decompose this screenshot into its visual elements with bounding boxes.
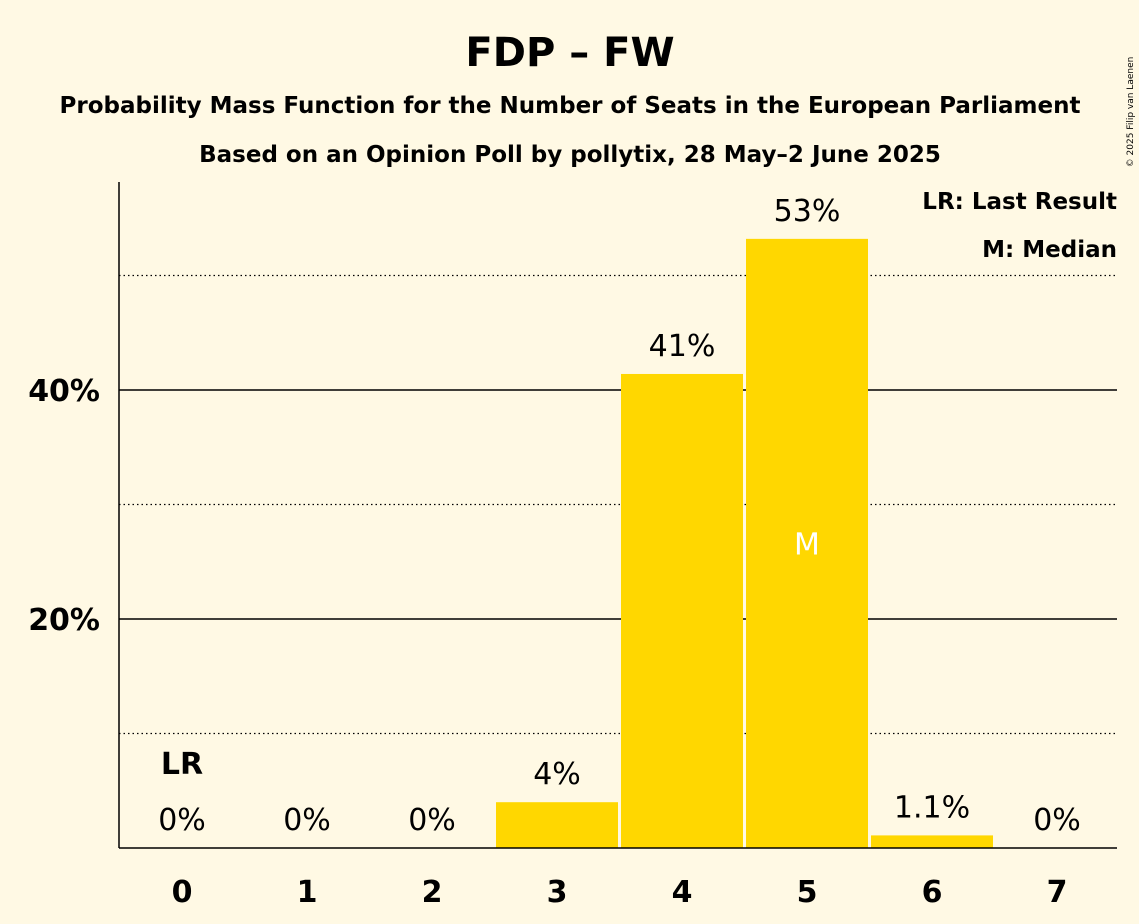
gridlines bbox=[119, 274, 1117, 735]
legend-last-result: LR: Last Result bbox=[922, 189, 1117, 215]
bar-seats-3 bbox=[496, 802, 618, 848]
value-label-seats-2: 0% bbox=[408, 803, 456, 838]
median-marker: M bbox=[794, 527, 820, 562]
x-tick-label-0: 0 bbox=[172, 875, 193, 910]
value-label-seats-4: 41% bbox=[649, 329, 716, 364]
x-tick-label-1: 1 bbox=[297, 875, 318, 910]
bar-seats-5 bbox=[746, 238, 868, 849]
x-tick-label-7: 7 bbox=[1047, 875, 1068, 910]
value-label-seats-5: 53% bbox=[774, 194, 841, 229]
value-label-seats-6: 1.1% bbox=[894, 790, 970, 825]
value-label-seats-3: 4% bbox=[533, 757, 581, 792]
last-result-marker: LR bbox=[161, 747, 203, 782]
bar-seats-4 bbox=[621, 373, 743, 848]
bars bbox=[496, 238, 993, 849]
x-tick-label-2: 2 bbox=[422, 875, 443, 910]
x-tick-label-6: 6 bbox=[922, 875, 943, 910]
value-label-seats-0: 0% bbox=[158, 803, 206, 838]
y-tick-label-20: 20% bbox=[28, 603, 100, 638]
x-axis-ticks: 0 1 2 3 4 5 6 7 bbox=[172, 875, 1068, 910]
y-tick-label-40: 40% bbox=[28, 374, 100, 409]
x-tick-label-5: 5 bbox=[797, 875, 818, 910]
value-label-seats-1: 0% bbox=[283, 803, 331, 838]
y-axis-ticks: 20% 40% bbox=[28, 374, 100, 638]
x-tick-label-3: 3 bbox=[547, 875, 568, 910]
markers: LR M bbox=[161, 527, 820, 782]
x-tick-label-4: 4 bbox=[672, 875, 693, 910]
value-label-seats-7: 0% bbox=[1033, 803, 1081, 838]
chart-subtitle: Probability Mass Function for the Number… bbox=[60, 93, 1081, 119]
legend-median: M: Median bbox=[982, 237, 1117, 263]
copyright-notice: © 2025 Filip van Laenen bbox=[1126, 57, 1136, 168]
chart-subtitle-source: Based on an Opinion Poll by pollytix, 28… bbox=[199, 142, 941, 168]
bar-seats-6 bbox=[871, 835, 993, 848]
value-labels: 0% 0% 0% 4% 41% 53% 1.1% 0% bbox=[158, 194, 1081, 838]
chart-title: FDP – FW bbox=[465, 30, 674, 76]
